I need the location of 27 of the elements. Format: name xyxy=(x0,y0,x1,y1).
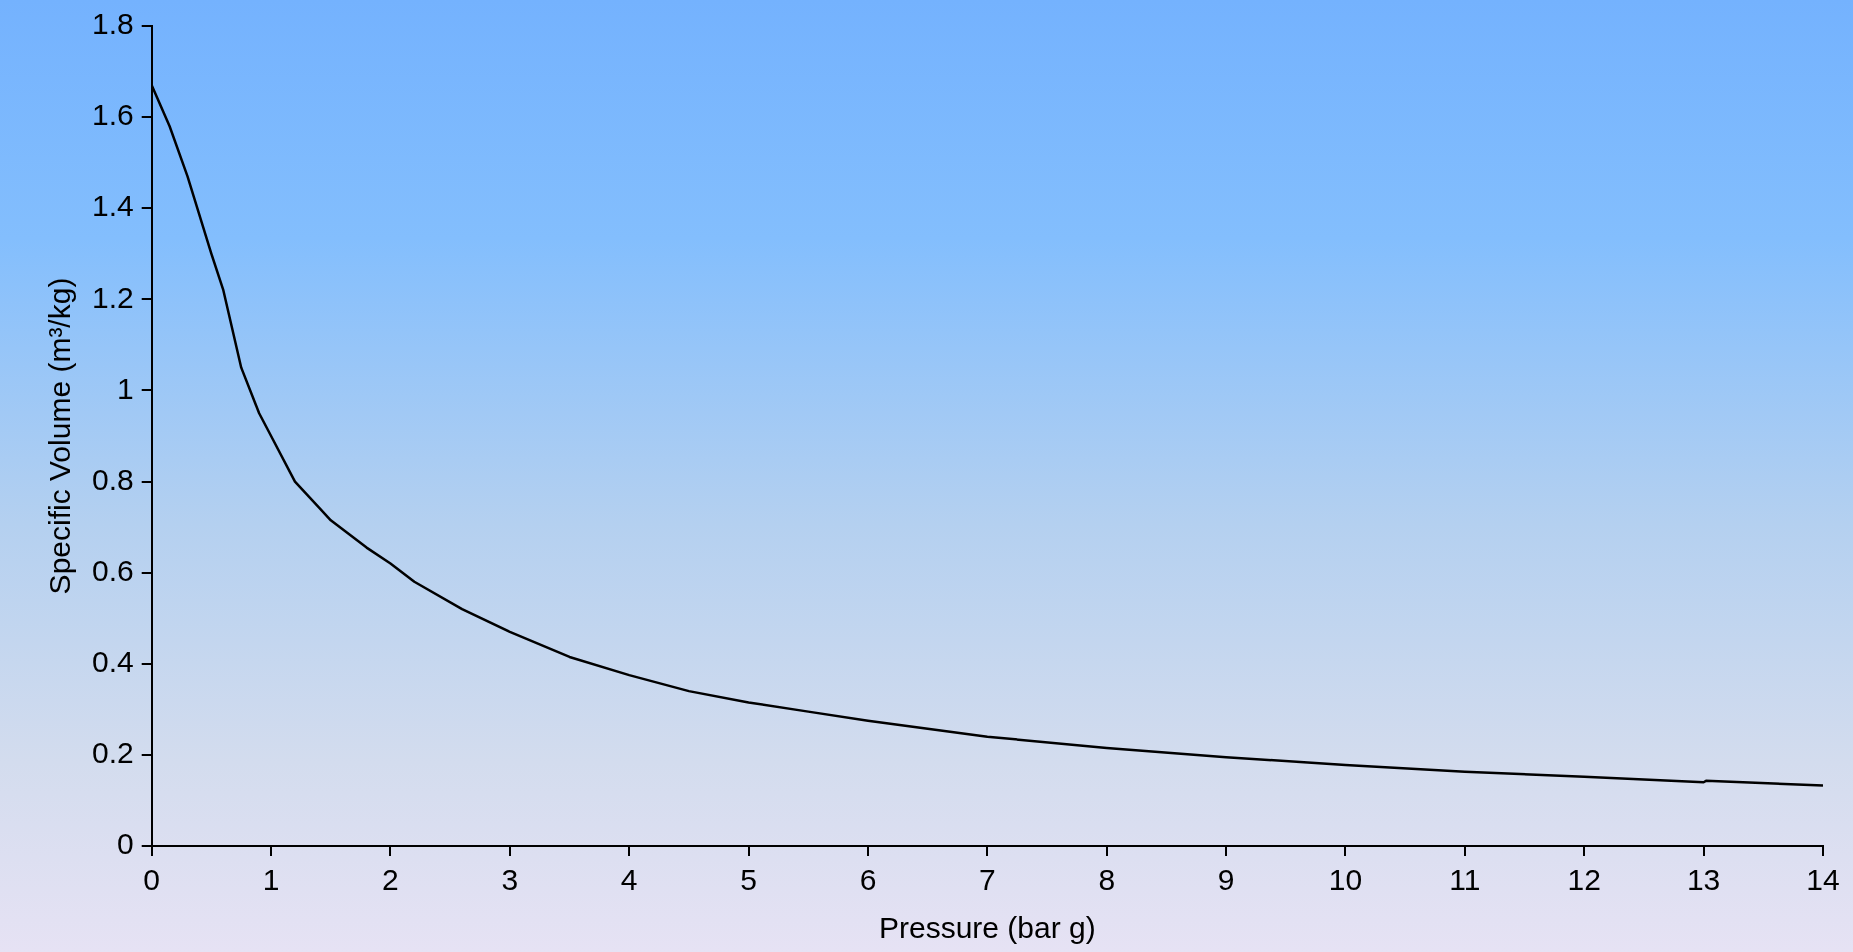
y-tick-label: 1.6 xyxy=(91,98,134,132)
x-tick-label: 13 xyxy=(1686,863,1721,897)
x-tick-label: 12 xyxy=(1567,863,1601,897)
y-tick-label: 1.2 xyxy=(91,280,134,314)
x-tick-label: 10 xyxy=(1328,863,1363,897)
y-tick-label: 0 xyxy=(117,827,134,861)
x-tick-label: 1 xyxy=(262,863,280,897)
x-axis-title: Pressure (bar g) xyxy=(878,911,1096,945)
x-tick-label: 0 xyxy=(143,863,161,897)
x-tick-label: 5 xyxy=(740,863,757,897)
x-tick-label: 2 xyxy=(382,863,399,897)
y-axis-title: Specific Volume (m³/kg) xyxy=(43,277,77,595)
y-tick-label: 0.6 xyxy=(91,553,134,587)
y-tick-label: 0.4 xyxy=(91,645,134,679)
y-tick-label: 1.4 xyxy=(91,189,134,223)
x-tick-label: 8 xyxy=(1098,863,1116,897)
x-tick-label: 3 xyxy=(501,863,519,897)
y-tick-label: 1 xyxy=(117,371,134,405)
y-tick-label: 0.2 xyxy=(91,736,134,770)
x-tick-label: 6 xyxy=(859,863,877,897)
x-tick-label: 11 xyxy=(1449,863,1481,897)
x-tick-label: 7 xyxy=(979,863,996,897)
x-tick-label: 14 xyxy=(1806,863,1840,897)
x-tick-label: 9 xyxy=(1217,863,1235,897)
y-tick-label: 0.8 xyxy=(91,462,134,496)
y-tick-label: 1.8 xyxy=(91,7,134,41)
x-tick-label: 4 xyxy=(620,863,638,897)
